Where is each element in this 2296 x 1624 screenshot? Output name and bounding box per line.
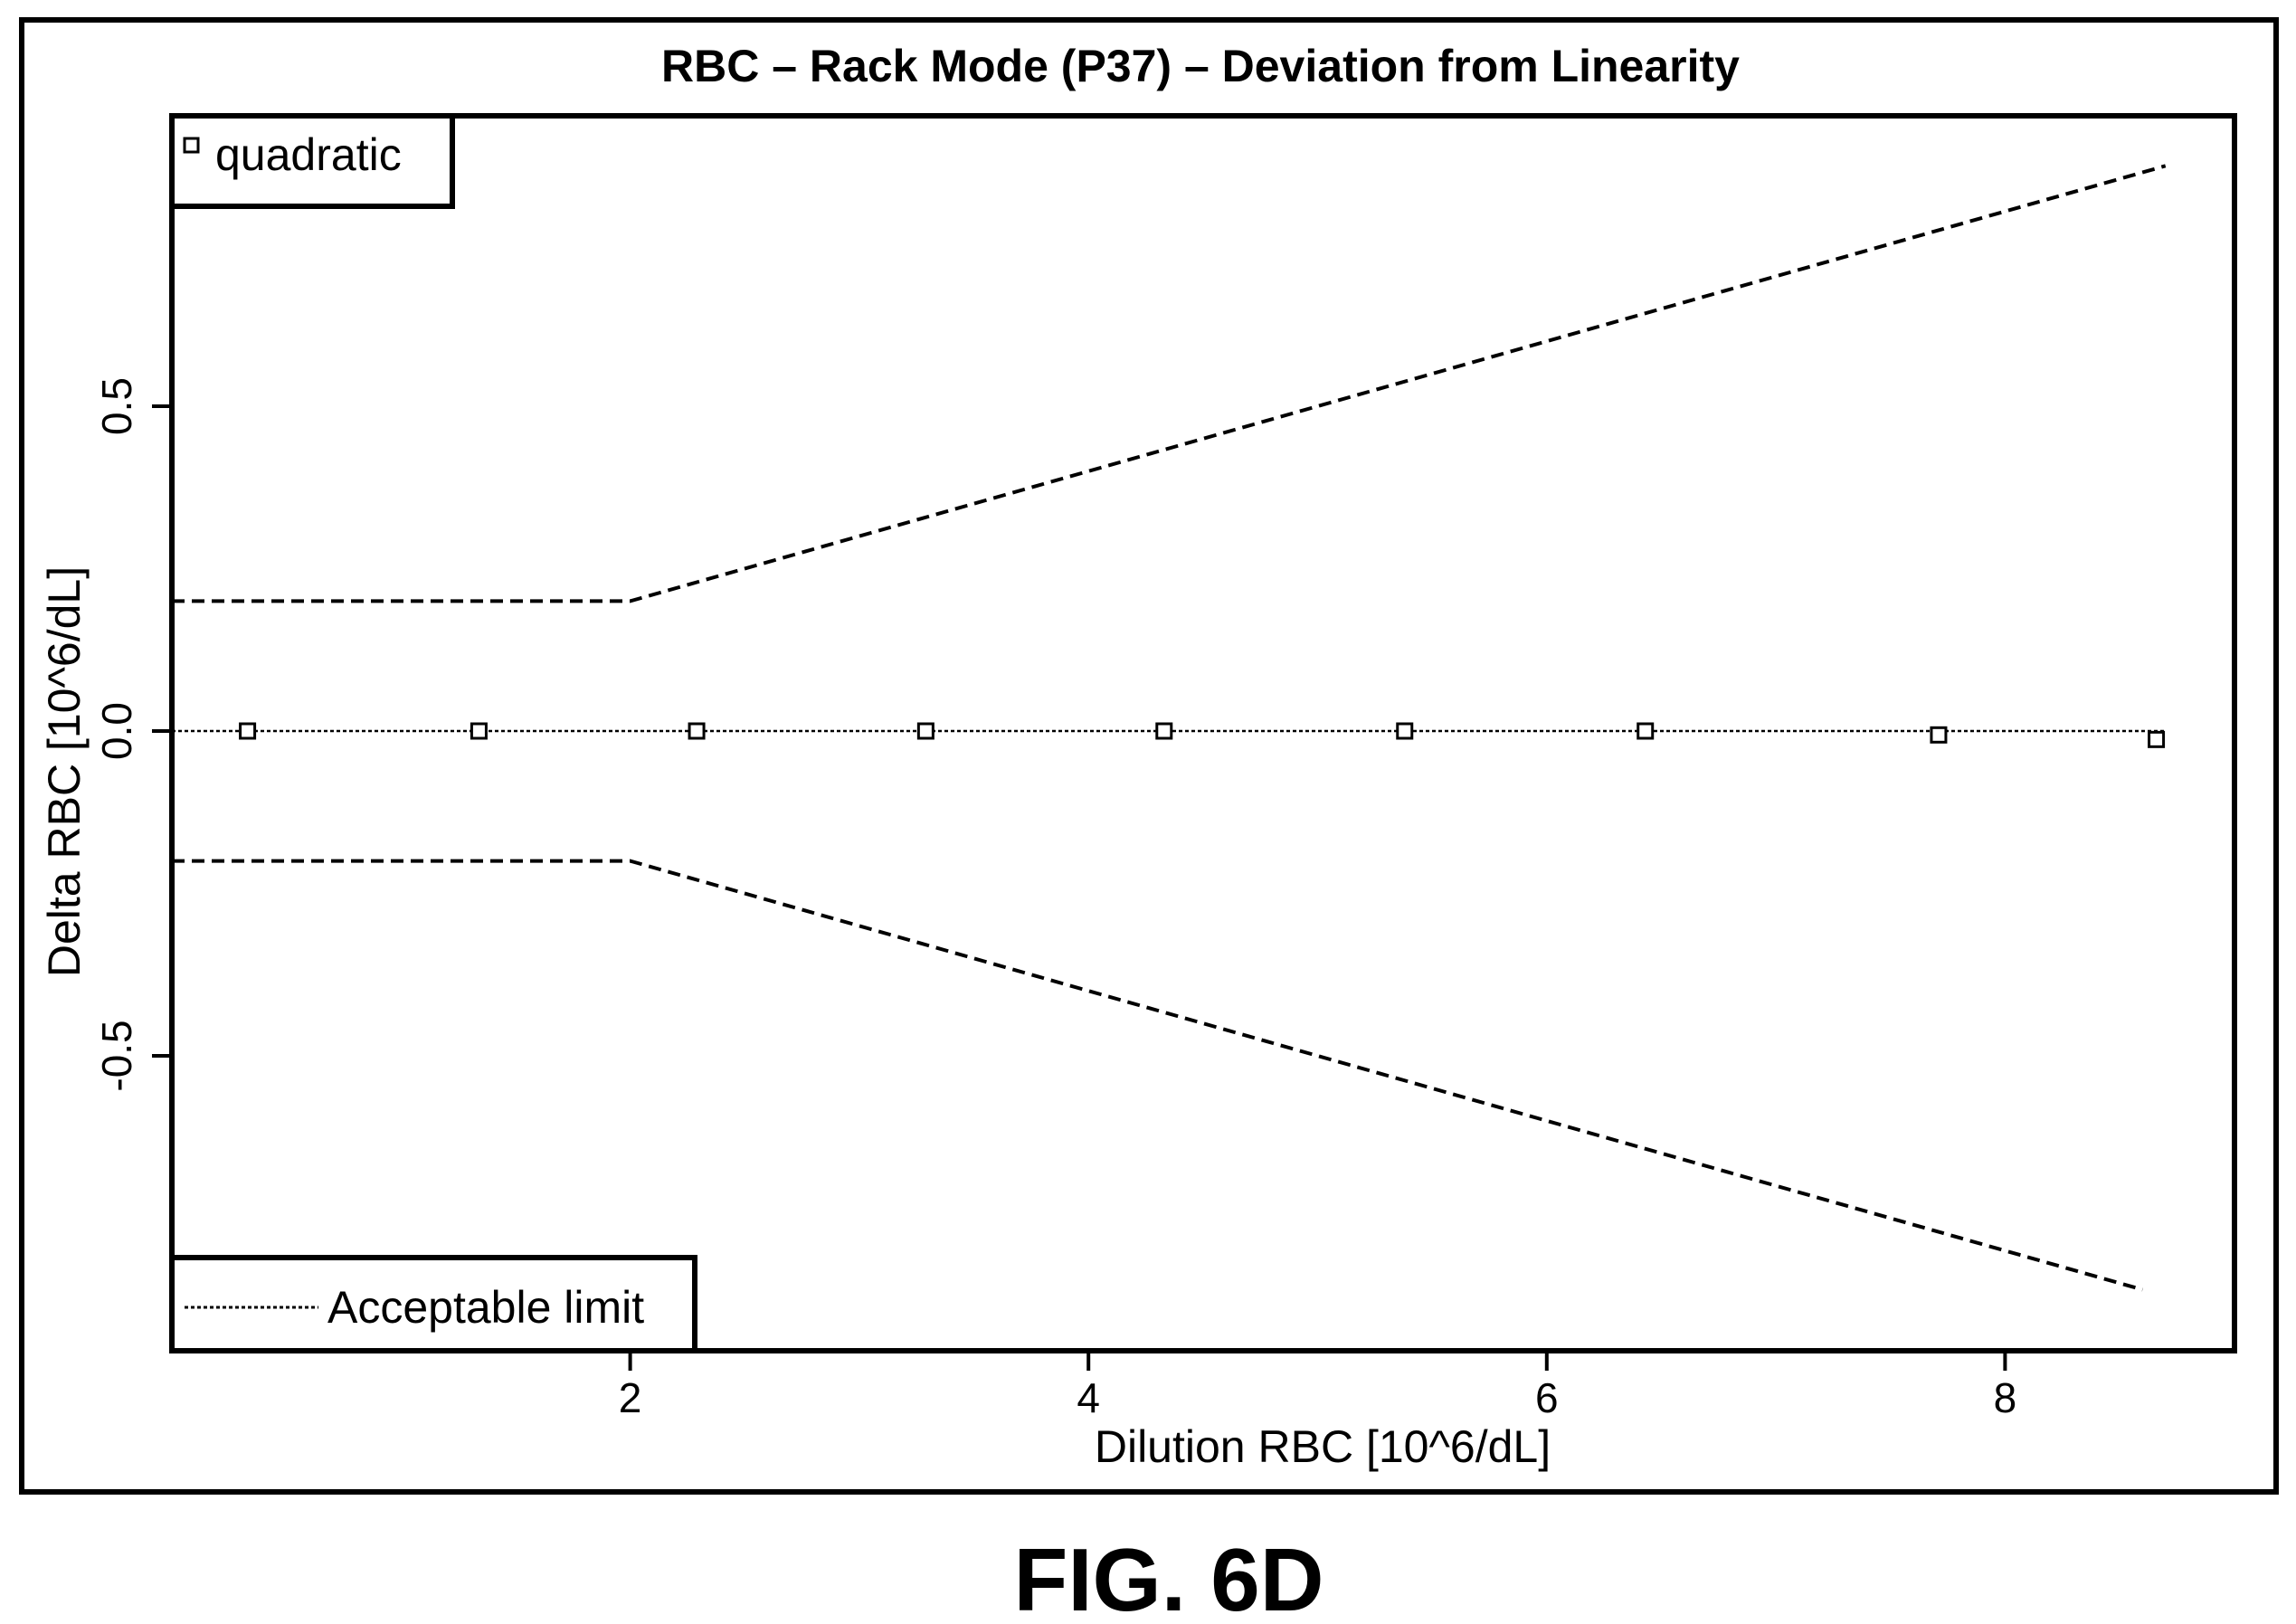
data-point — [470, 722, 488, 740]
legend-box — [169, 1255, 697, 1353]
plot-frame — [169, 113, 2237, 1353]
x-axis-label: Dilution RBC [10^6/dL] — [1095, 1421, 1551, 1472]
data-point — [688, 722, 706, 740]
data-point — [1637, 722, 1655, 740]
legend-box — [169, 113, 455, 209]
y-tick-label: 0.0 — [93, 702, 140, 760]
x-tick-label: 6 — [1535, 1374, 1559, 1421]
data-point — [1155, 722, 1173, 740]
y-axis-label: Delta RBC [10^6/dL] — [39, 566, 90, 977]
limit-line — [172, 859, 2143, 1292]
figure-caption: FIG. 6D — [1013, 1530, 1324, 1624]
legend-acceptable-limit: Acceptable limit — [169, 1255, 697, 1353]
acceptable-limit-lines — [172, 164, 2167, 1292]
data-point — [1396, 722, 1414, 740]
x-tick-label: 8 — [1994, 1374, 2017, 1421]
legend-quadratic: quadratic — [169, 113, 455, 209]
legend-label: quadratic — [215, 129, 402, 180]
quadratic-points — [239, 722, 2166, 748]
data-point — [1930, 726, 1948, 744]
legend-label: Acceptable limit — [327, 1282, 644, 1333]
x-axis: 2 4 6 8 — [619, 1351, 2016, 1421]
data-point — [916, 722, 935, 740]
limit-line — [172, 164, 2167, 603]
open-square-marker-icon — [183, 137, 200, 154]
y-axis: -0.5 0.0 0.5 — [93, 377, 172, 1092]
y-tick-label: 0.5 — [93, 377, 140, 435]
plot-area: 2 4 6 8 -0.5 0.0 0.5 — [93, 113, 2237, 1421]
x-tick-label: 2 — [619, 1374, 642, 1421]
outer-frame — [19, 17, 2279, 1495]
y-tick-label: -0.5 — [93, 1020, 140, 1091]
data-point — [239, 722, 257, 740]
data-point — [2148, 730, 2166, 748]
chart-title: RBC – Rack Mode (P37) – Deviation from L… — [661, 41, 1740, 91]
x-tick-label: 4 — [1077, 1374, 1100, 1421]
